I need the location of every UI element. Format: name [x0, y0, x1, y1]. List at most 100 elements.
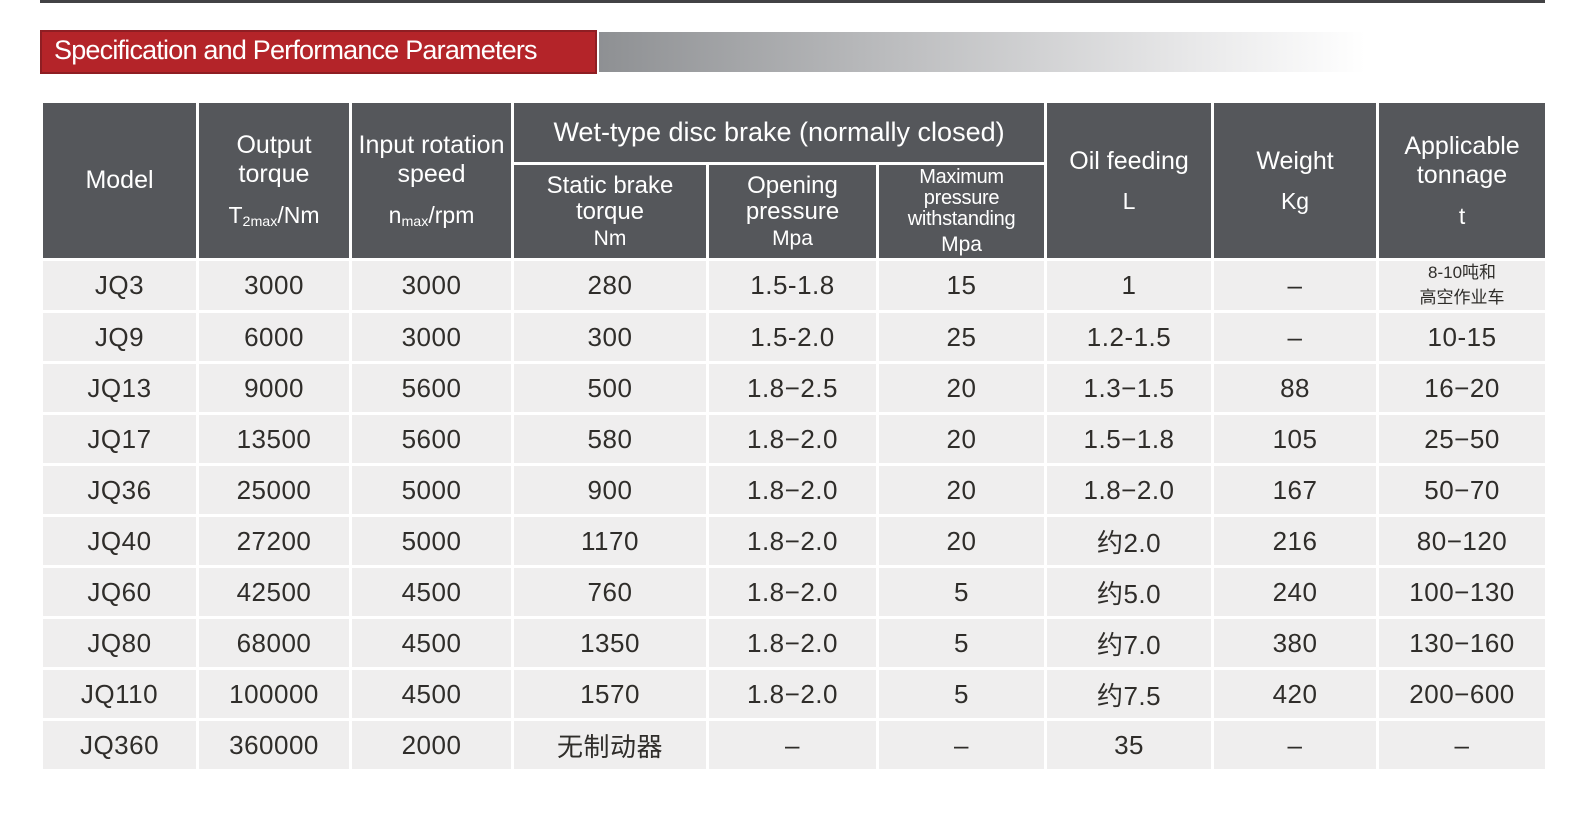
- cell-oil-feeding: 约7.0: [1044, 616, 1215, 671]
- cell-weight: 380: [1211, 616, 1380, 671]
- spec-table: Model Output torque T2max/Nm Input rotat…: [40, 99, 1549, 773]
- cell-oil-feeding: 35: [1044, 718, 1215, 773]
- cell-input-speed: 5600: [349, 412, 514, 467]
- cell-opening-pressure: 1.5-1.8: [706, 258, 879, 314]
- cell-opening-pressure: 1.5-2.0: [706, 310, 879, 365]
- cell-static-brake: 580: [511, 412, 709, 467]
- cell-input-speed: 3000: [349, 258, 514, 314]
- cell-weight: –: [1211, 718, 1380, 773]
- table-row: JQ13 9000 5600 500 1.8−2.5 20 1.3−1.5 88 16−20: [40, 361, 1549, 416]
- cell-tonnage: 8-10吨和 高空作业车: [1376, 258, 1549, 314]
- cell-oil-feeding: 1.8−2.0: [1044, 463, 1215, 518]
- cell-tonnage: 25−50: [1376, 412, 1549, 467]
- cell-tonnage: –: [1376, 718, 1549, 773]
- cell-output-torque: 100000: [196, 667, 352, 722]
- col-header-static-brake: Static brake torque Nm: [511, 161, 709, 262]
- cell-static-brake: 300: [511, 310, 709, 365]
- table-row: JQ40 27200 5000 1170 1.8−2.0 20 约2.0 216 80−120: [40, 514, 1549, 569]
- cell-weight: –: [1211, 310, 1380, 365]
- cell-oil-feeding: 1.5−1.8: [1044, 412, 1215, 467]
- cell-input-speed: 2000: [349, 718, 514, 773]
- cell-output-torque: 68000: [196, 616, 352, 671]
- cell-output-torque: 42500: [196, 565, 352, 620]
- cell-max-pressure: 5: [875, 667, 1048, 722]
- col-header-opening-pressure: Opening pressure Mpa: [706, 161, 879, 262]
- output-torque-unit: T2max/Nm: [228, 201, 319, 231]
- cell-weight: 88: [1211, 361, 1380, 416]
- title-gradient-bar: [599, 32, 1389, 72]
- cell-max-pressure: 25: [875, 310, 1048, 365]
- opening-pressure-label: Opening pressure: [745, 172, 840, 225]
- table-row: JQ17 13500 5600 580 1.8−2.0 20 1.5−1.8 105 25−50: [40, 412, 1549, 467]
- top-divider-line: [40, 0, 1545, 3]
- table-row: JQ360 360000 2000 无制动器 – –35– –: [40, 718, 1549, 773]
- cell-max-pressure: 15: [875, 258, 1048, 314]
- cell-output-torque: 6000: [196, 310, 352, 365]
- cell-opening-pressure: 1.8−2.0: [706, 616, 879, 671]
- weight-label: Weight: [1256, 146, 1334, 175]
- cell-opening-pressure: 1.8−2.5: [706, 361, 879, 416]
- cell-static-brake: 280: [511, 258, 709, 314]
- opening-pressure-unit: Mpa: [772, 226, 813, 250]
- oil-feeding-unit: L: [1122, 188, 1136, 215]
- cell-oil-feeding: 1.3−1.5: [1044, 361, 1215, 416]
- cell-model: JQ9: [40, 310, 199, 365]
- input-speed-unit: nmax/rpm: [389, 202, 475, 231]
- cell-tonnage: 130−160: [1376, 616, 1549, 671]
- unit-subscript: max: [401, 213, 429, 230]
- cell-max-pressure: 5: [875, 565, 1048, 620]
- cell-weight: –: [1211, 258, 1380, 314]
- cell-tonnage: 10-15: [1376, 310, 1549, 365]
- cell-model: JQ17: [40, 412, 199, 467]
- cell-opening-pressure: –: [706, 718, 879, 773]
- cell-input-speed: 5000: [349, 463, 514, 518]
- max-pressure-label: Maximum pressure withstanding: [907, 166, 1016, 230]
- cell-weight: 105: [1211, 412, 1380, 467]
- cell-tonnage: 200−600: [1376, 667, 1549, 722]
- cell-model: JQ3: [40, 258, 199, 314]
- static-brake-label: Static brake torque: [546, 172, 674, 225]
- cell-weight: 167: [1211, 463, 1380, 518]
- col-header-input-speed: Input rotation speed nmax/rpm: [349, 99, 514, 262]
- cell-model: JQ36: [40, 463, 199, 518]
- cell-max-pressure: 20: [875, 412, 1048, 467]
- cell-model: JQ110: [40, 667, 199, 722]
- cell-input-speed: 3000: [349, 310, 514, 365]
- cell-static-brake: 1350: [511, 616, 709, 671]
- cell-output-torque: 360000: [196, 718, 352, 773]
- cell-oil-feeding: 约5.0: [1044, 565, 1215, 620]
- cell-max-pressure: 5: [875, 616, 1048, 671]
- tonnage-label: Applicable tonnage: [1404, 131, 1520, 190]
- output-torque-label: Output torque: [236, 130, 312, 189]
- cell-input-speed: 4500: [349, 616, 514, 671]
- table-row: JQ9 6000 3000 300 1.5-2.0 25 1.2-1.5–10-15: [40, 310, 1549, 365]
- cell-static-brake: 760: [511, 565, 709, 620]
- col-header-tonnage: Applicable tonnage t: [1376, 99, 1549, 262]
- cell-input-speed: 4500: [349, 565, 514, 620]
- cell-max-pressure: –: [875, 718, 1048, 773]
- cell-static-brake: 900: [511, 463, 709, 518]
- cell-input-speed: 5000: [349, 514, 514, 569]
- cell-output-torque: 27200: [196, 514, 352, 569]
- cell-static-brake: 1570: [511, 667, 709, 722]
- cell-input-speed: 5600: [349, 361, 514, 416]
- weight-unit: Kg: [1280, 188, 1310, 215]
- cell-model: JQ13: [40, 361, 199, 416]
- cell-opening-pressure: 1.8−2.0: [706, 514, 879, 569]
- col-header-oil-feeding: Oil feeding L: [1044, 99, 1215, 262]
- cell-static-brake: 1170: [511, 514, 709, 569]
- unit-subscript: 2max: [242, 213, 278, 230]
- table-row: JQ60 42500 4500 760 1.8−2.0 5 约5.0 240 100−130: [40, 565, 1549, 620]
- cell-oil-feeding: 1: [1044, 258, 1215, 314]
- cell-oil-feeding: 约2.0: [1044, 514, 1215, 569]
- table-row: JQ3 3000 3000 280 1.5-1.8 15 1–8-10吨和 高空作业车: [40, 258, 1549, 314]
- cell-output-torque: 13500: [196, 412, 352, 467]
- cell-input-speed: 4500: [349, 667, 514, 722]
- cell-static-brake: 无制动器: [511, 718, 709, 773]
- cell-model: JQ60: [40, 565, 199, 620]
- cell-oil-feeding: 1.2-1.5: [1044, 310, 1215, 365]
- col-header-model: Model: [40, 99, 199, 262]
- unit-pre: T: [228, 201, 243, 228]
- cell-opening-pressure: 1.8−2.0: [706, 412, 879, 467]
- cell-model: JQ360: [40, 718, 199, 773]
